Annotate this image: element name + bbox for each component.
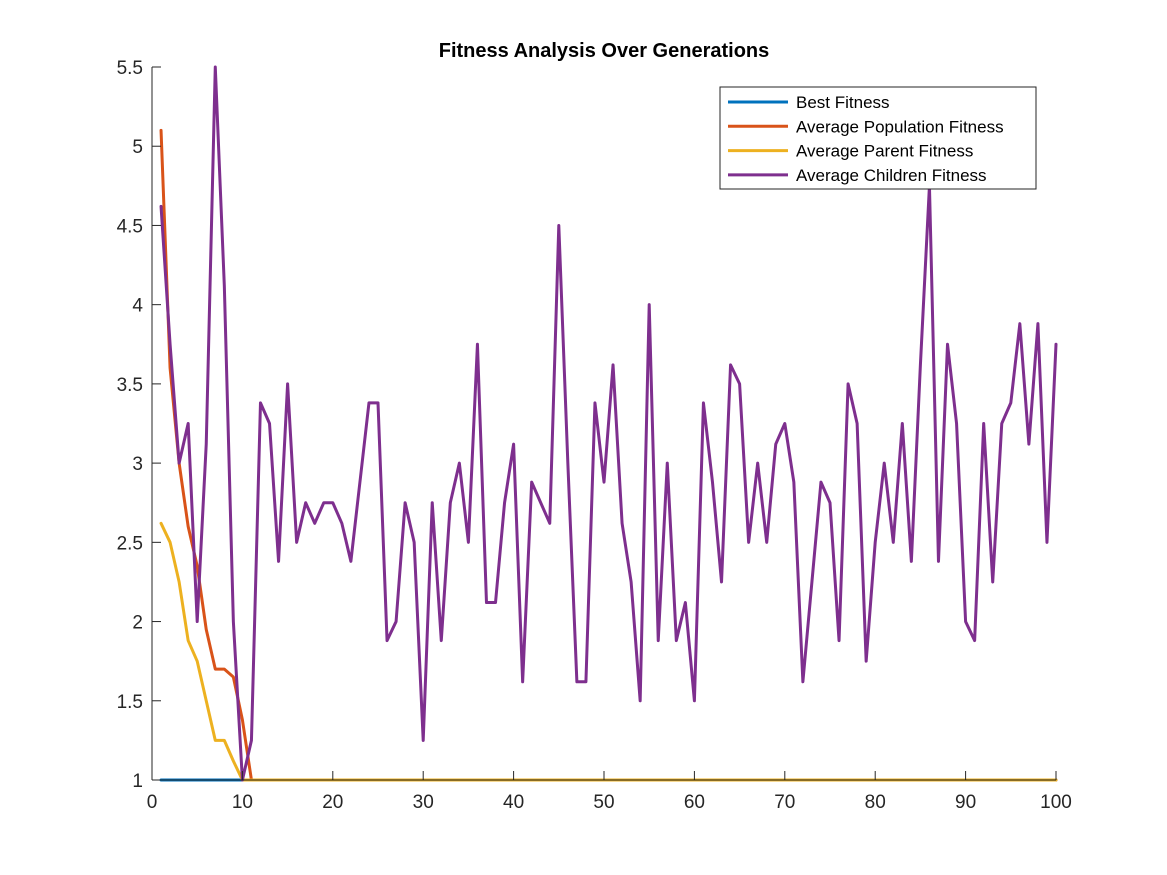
legend-label-average-population-fitness: Average Population Fitness xyxy=(796,117,1004,136)
y-tick-label: 5 xyxy=(132,137,143,158)
y-tick-label: 4.5 xyxy=(117,216,143,237)
x-tick-label: 100 xyxy=(1040,792,1072,813)
y-tick-label: 1.5 xyxy=(117,692,143,713)
x-ticks: 0 10 20 30 40 50 60 70 80 90 100 xyxy=(147,771,1072,813)
legend-label-average-children-fitness: Average Children Fitness xyxy=(796,166,987,185)
x-tick-label: 40 xyxy=(503,792,524,813)
y-tick-label: 3 xyxy=(132,454,143,475)
x-tick-label: 80 xyxy=(865,792,886,813)
x-tick-label: 90 xyxy=(955,792,976,813)
y-tick-label: 2.5 xyxy=(117,533,143,554)
y-tick-label: 3.5 xyxy=(117,375,143,396)
chart-title: Fitness Analysis Over Generations xyxy=(439,40,770,62)
y-tick-label: 5.5 xyxy=(117,58,143,79)
x-tick-label: 60 xyxy=(684,792,705,813)
x-tick-label: 30 xyxy=(413,792,434,813)
x-tick-label: 20 xyxy=(322,792,343,813)
legend: Best Fitness Average Population Fitness Av… xyxy=(719,86,1037,190)
series-line-average-parent-fitness xyxy=(159,521,1058,782)
y-tick-label: 4 xyxy=(132,296,143,317)
series-line-average-children-fitness xyxy=(159,65,1058,782)
x-tick-label: 0 xyxy=(147,792,158,813)
y-ticks: 1 1.5 2 2.5 3 3.5 4 4.5 5 5.5 xyxy=(117,58,161,792)
legend-box xyxy=(719,86,1037,190)
y-tick-label: 2 xyxy=(132,613,143,634)
x-tick-label: 10 xyxy=(232,792,253,813)
series-line-average-population-fitness xyxy=(159,128,1058,782)
x-tick-label: 70 xyxy=(774,792,795,813)
y-tick-label: 1 xyxy=(132,771,143,792)
legend-label-average-parent-fitness: Average Parent Fitness xyxy=(796,142,973,161)
x-tick-label: 50 xyxy=(593,792,614,813)
legend-label-best-fitness: Best Fitness xyxy=(796,93,890,112)
